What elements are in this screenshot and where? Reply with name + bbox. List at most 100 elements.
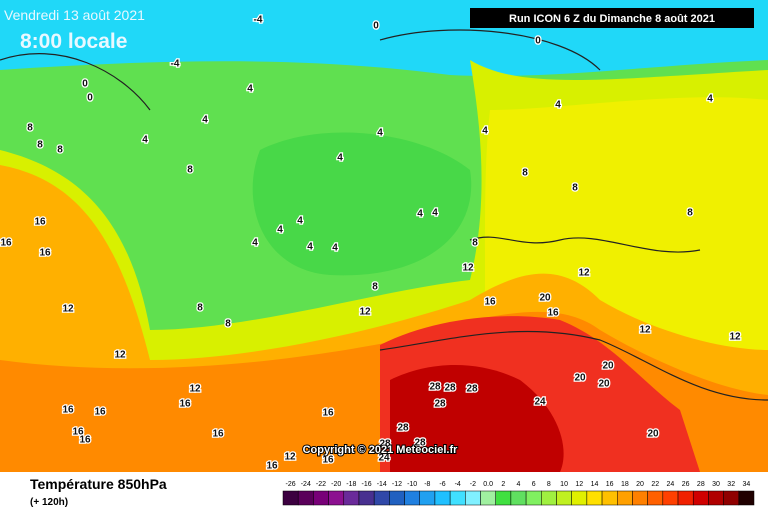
contour-label: 4 bbox=[707, 94, 713, 105]
scale-swatch bbox=[708, 490, 724, 506]
scale-swatch bbox=[373, 490, 390, 506]
scale-swatch bbox=[541, 490, 557, 506]
contour-label: 0 bbox=[373, 21, 379, 32]
scale-swatch bbox=[297, 490, 314, 506]
contour-label: 4 bbox=[337, 153, 343, 164]
scale-label: 20 bbox=[636, 481, 644, 488]
contour-label: 24 bbox=[534, 397, 546, 408]
contour-label: 8 bbox=[197, 303, 203, 314]
contour-label: 16 bbox=[34, 217, 46, 228]
scale-label: -8 bbox=[424, 481, 430, 488]
contour-label: 4 bbox=[555, 100, 561, 111]
scale-swatch bbox=[328, 490, 345, 506]
contour-label: 12 bbox=[729, 332, 741, 343]
scale-swatch bbox=[525, 490, 542, 506]
scale-swatch bbox=[282, 490, 299, 506]
scale-label: 14 bbox=[591, 481, 599, 488]
scale-label: -14 bbox=[377, 481, 387, 488]
contour-label: 20 bbox=[574, 373, 586, 384]
scale-swatch bbox=[586, 490, 603, 506]
contour-label: 8 bbox=[372, 282, 378, 293]
contour-label: 4 bbox=[277, 225, 283, 236]
contour-label: 8 bbox=[522, 168, 528, 179]
scale-swatch bbox=[510, 490, 527, 506]
scale-label: -12 bbox=[392, 481, 402, 488]
contour-label: 4 bbox=[142, 135, 148, 146]
footer-title: Température 850hPa bbox=[30, 476, 167, 492]
scale-label: -2 bbox=[470, 481, 476, 488]
contour-label: 28 bbox=[434, 399, 446, 410]
map-background bbox=[0, 0, 768, 472]
color-scale: -26 -24 -22 -20 -18 -16 -14 -12 -10 -8 -6 -4 -2 0.0 2 4… bbox=[282, 481, 755, 506]
scale-swatch bbox=[662, 490, 679, 506]
contour-label: 4 bbox=[377, 128, 383, 139]
scale-swatch bbox=[601, 490, 618, 506]
contour-label: 4 bbox=[247, 84, 253, 95]
contour-label: 16 bbox=[547, 308, 559, 319]
time: 8:00 locale bbox=[20, 30, 127, 53]
contour-label: 16 bbox=[39, 248, 51, 259]
scale-swatch bbox=[738, 490, 755, 506]
contour-label: 4 bbox=[202, 115, 208, 126]
scale-label: 12 bbox=[575, 481, 583, 488]
contour-label: 16 bbox=[62, 405, 74, 416]
scale-label: 0.0 bbox=[483, 481, 493, 488]
scale-swatch bbox=[677, 490, 694, 506]
date: Vendredi 13 août 2021 bbox=[4, 7, 145, 23]
contour-label: 16 bbox=[266, 461, 278, 472]
scale-label: -26 bbox=[286, 481, 296, 488]
scale-label: -20 bbox=[331, 481, 341, 488]
contour-label: 28 bbox=[397, 423, 409, 434]
scale-label: 16 bbox=[606, 481, 614, 488]
scale-label: -18 bbox=[346, 481, 356, 488]
contour-label: 12 bbox=[62, 304, 74, 315]
scale-swatch bbox=[404, 490, 420, 506]
contour-label: 16 bbox=[79, 435, 91, 446]
scale-swatch bbox=[556, 490, 572, 506]
contour-label: 28 bbox=[429, 382, 441, 393]
scale-label: 34 bbox=[743, 481, 751, 488]
contour-label: 16 bbox=[0, 238, 12, 249]
contour-label: 16 bbox=[72, 427, 84, 438]
scale-label: 4 bbox=[517, 481, 521, 488]
contour-label: 16 bbox=[94, 407, 106, 418]
scale-label: 18 bbox=[621, 481, 629, 488]
scale-label: -10 bbox=[407, 481, 417, 488]
contour-label: 8 bbox=[572, 183, 578, 194]
scale-swatch bbox=[480, 490, 496, 506]
copyright: Copyright © 2021 Meteociel.fr bbox=[303, 444, 459, 456]
scale-swatch bbox=[389, 490, 405, 506]
contour-label: 4 bbox=[417, 209, 423, 220]
scale-swatch bbox=[692, 490, 709, 506]
contour-label: 12 bbox=[359, 307, 371, 318]
scale-swatch bbox=[434, 490, 451, 506]
scale-label: -16 bbox=[362, 481, 372, 488]
contour-label: 16 bbox=[322, 408, 334, 419]
scale-label: 6 bbox=[532, 481, 536, 488]
scale-swatch bbox=[343, 490, 360, 506]
contour-label: 4 bbox=[432, 208, 438, 219]
contour-label: 28 bbox=[466, 384, 478, 395]
scale-label: 22 bbox=[651, 481, 659, 488]
contour-label: 8 bbox=[687, 208, 693, 219]
contour-label: 8 bbox=[37, 140, 43, 151]
contour-label: 20 bbox=[602, 361, 614, 372]
contour-label: 4 bbox=[482, 126, 488, 137]
contour-label: 8 bbox=[187, 165, 193, 176]
scale-label: 32 bbox=[727, 481, 735, 488]
scale-swatch bbox=[449, 490, 466, 506]
contour-label: 20 bbox=[647, 429, 659, 440]
scale-swatch bbox=[647, 490, 664, 506]
contour-label: -4 bbox=[254, 15, 263, 26]
contour-label: 8 bbox=[57, 145, 63, 156]
scale-label: 8 bbox=[547, 481, 551, 488]
scale-label: 26 bbox=[682, 481, 690, 488]
contour-label: -4 bbox=[171, 59, 180, 70]
contour-label: 8 bbox=[225, 319, 231, 330]
scale-swatch bbox=[632, 490, 648, 506]
contour-label: 4 bbox=[307, 242, 313, 253]
contour-label: 12 bbox=[284, 452, 296, 463]
contour-label: 0 bbox=[87, 93, 93, 104]
